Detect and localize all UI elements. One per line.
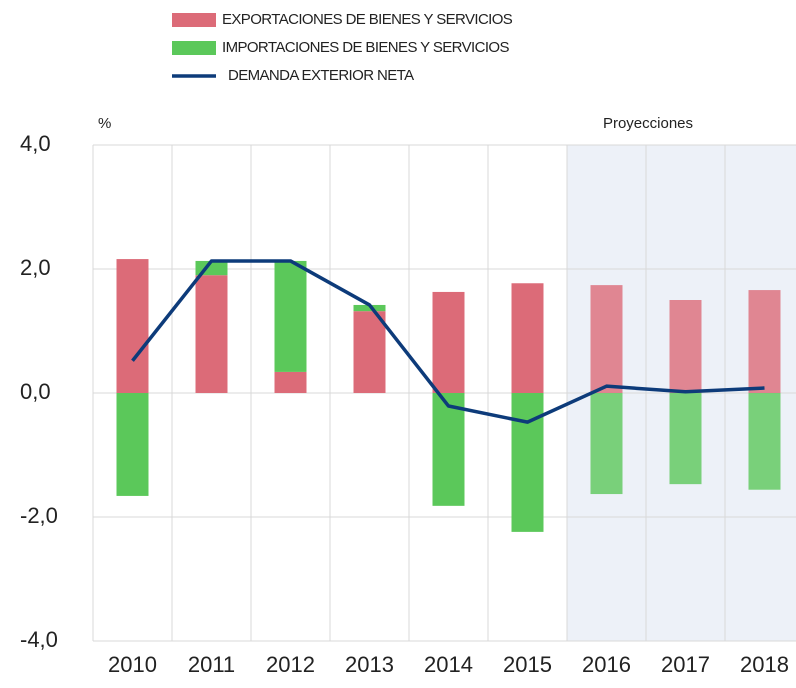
bar (116, 393, 149, 496)
bar (195, 275, 228, 393)
x-tick-label: 2015 (503, 652, 552, 677)
legend-swatch (172, 13, 216, 27)
bar (353, 304, 386, 312)
bar (274, 371, 307, 393)
legend-swatch (172, 41, 216, 55)
legend-label: EXPORTACIONES DE BIENES Y SERVICIOS (222, 11, 513, 28)
projection-label: Proyecciones (603, 115, 693, 132)
bar (432, 393, 465, 506)
line (131, 259, 765, 424)
y-tick-label: 2,0 (20, 255, 51, 280)
bar (669, 300, 702, 393)
bar (511, 393, 544, 532)
x-tick-label: 2011 (188, 652, 235, 677)
x-tick-label: 2010 (108, 652, 157, 677)
x-tick-label: 2014 (424, 652, 473, 677)
bar (748, 393, 781, 490)
legend-label: IMPORTACIONES DE BIENES Y SERVICIOS (222, 39, 509, 56)
bar (590, 285, 623, 393)
x-tick-label: 2018 (740, 652, 789, 677)
y-tick-label: 0,0 (20, 379, 51, 404)
x-tick-label: 2017 (661, 652, 710, 677)
bar (590, 393, 623, 495)
y-tick-label: -2,0 (20, 503, 58, 528)
bar (274, 260, 307, 372)
legend-label: DEMANDA EXTERIOR NETA (228, 67, 414, 84)
x-tick-label: 2016 (582, 652, 631, 677)
x-tick-label: 2013 (345, 652, 394, 677)
bar (511, 283, 544, 393)
bar (432, 291, 465, 393)
bar (669, 393, 702, 485)
unit-label: % (98, 115, 111, 132)
bar (748, 290, 781, 393)
bar (116, 259, 149, 393)
x-tick-label: 2012 (266, 652, 315, 677)
y-tick-label: -4,0 (20, 627, 58, 652)
bar (353, 311, 386, 393)
y-tick-label: 4,0 (20, 131, 51, 156)
